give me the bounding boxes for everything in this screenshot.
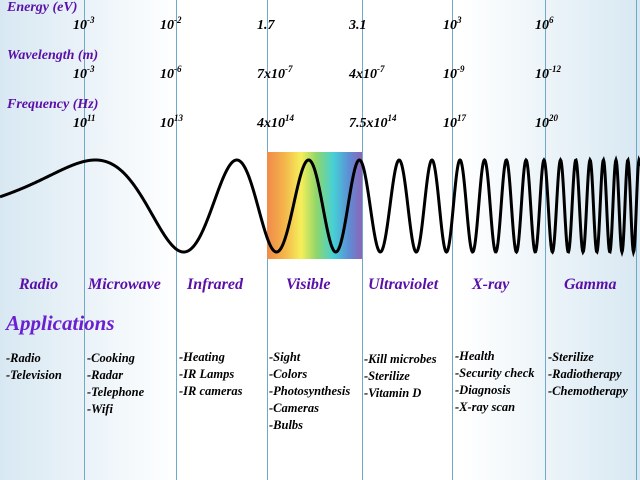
energy-row-label: Energy (eV) <box>7 0 78 15</box>
wavelength-value: 10-6 <box>160 64 182 82</box>
frequency-value: 4x1014 <box>257 113 294 131</box>
frequency-value: 1013 <box>160 113 183 131</box>
wavelength-value: 7x10-7 <box>257 64 293 82</box>
list-item: -Heating <box>179 350 225 364</box>
list-item: -Colors <box>269 367 308 381</box>
list-item: -Diagnosis <box>455 383 511 397</box>
band-label-radio: Radio <box>19 276 59 293</box>
applications-infrared: -Heating -IR Lamps -IR cameras <box>179 349 243 400</box>
wavelength-value: 10-12 <box>535 64 561 82</box>
wavelength-row-label: Wavelength (m) <box>7 48 99 63</box>
applications-ultraviolet: -Kill microbes -Sterilize -Vitamin D <box>364 351 437 402</box>
list-item: -Wifi <box>87 402 113 416</box>
band-label-gamma: Gamma <box>564 276 617 293</box>
applications-gamma: -Sterilize -Radiotherapy -Chemotherapy <box>548 349 628 400</box>
frequency-value: 1011 <box>73 113 96 131</box>
list-item: -Chemotherapy <box>548 384 628 398</box>
list-item: -Radio <box>6 351 41 365</box>
column-divider <box>636 0 637 480</box>
band-label-ultraviolet: Ultraviolet <box>368 276 439 293</box>
frequency-value: 1017 <box>443 113 466 131</box>
wavelength-value: 10-3 <box>73 64 95 82</box>
column-divider <box>84 0 85 480</box>
wavelength-value: 10-9 <box>443 64 465 82</box>
column-divider <box>545 0 546 480</box>
applications-heading: Applications <box>6 311 115 335</box>
list-item: -Health <box>455 349 495 363</box>
band-label-infrared: Infrared <box>187 276 244 293</box>
wavelength-value: 4x10-7 <box>349 64 385 82</box>
column-divider <box>176 0 177 480</box>
frequency-value: 1020 <box>535 113 558 131</box>
energy-value: 10-2 <box>160 15 182 33</box>
list-item: -IR Lamps <box>179 367 235 381</box>
applications-microwave: -Cooking -Radar -Telephone -Wifi <box>87 350 144 418</box>
energy-value: 10-3 <box>73 15 95 33</box>
frequency-value: 7.5x1014 <box>349 113 397 131</box>
list-item: -Telephone <box>87 385 145 399</box>
list-item: -Radiotherapy <box>548 367 622 381</box>
column-divider <box>362 0 363 480</box>
list-item: -Security check <box>455 366 535 380</box>
list-item: -Sterilize <box>364 369 410 383</box>
frequency-row-label: Frequency (Hz) <box>7 97 99 112</box>
wave-path <box>0 155 640 258</box>
list-item: -Sight <box>269 350 301 364</box>
applications-visible: -Sight -Colors -Photosynthesis -Cameras … <box>269 349 350 434</box>
energy-value: 3.1 <box>349 18 367 33</box>
energy-value: 106 <box>535 15 554 33</box>
list-item: -IR cameras <box>179 384 243 398</box>
band-label-visible: Visible <box>286 276 331 293</box>
energy-value: 1.7 <box>257 18 275 33</box>
list-item: -Bulbs <box>269 418 304 432</box>
band-label-microwave: Microwave <box>88 276 161 293</box>
band-label-x-ray: X-ray <box>472 276 510 293</box>
column-divider <box>452 0 453 480</box>
list-item: -X-ray scan <box>455 400 516 414</box>
list-item: -Photosynthesis <box>269 384 351 398</box>
list-item: -Cooking <box>87 351 135 365</box>
applications-x-ray: -Health -Security check -Diagnosis -X-ra… <box>455 348 535 416</box>
energy-value: 103 <box>443 15 462 33</box>
list-item: -Sterilize <box>548 350 594 364</box>
list-item: -Television <box>6 368 62 382</box>
list-item: -Radar <box>87 368 124 382</box>
list-item: -Kill microbes <box>364 352 437 366</box>
list-item: -Cameras <box>269 401 319 415</box>
applications-radio: -Radio -Television <box>6 350 62 384</box>
electromagnetic-wave <box>0 155 640 258</box>
list-item: -Vitamin D <box>364 386 422 400</box>
